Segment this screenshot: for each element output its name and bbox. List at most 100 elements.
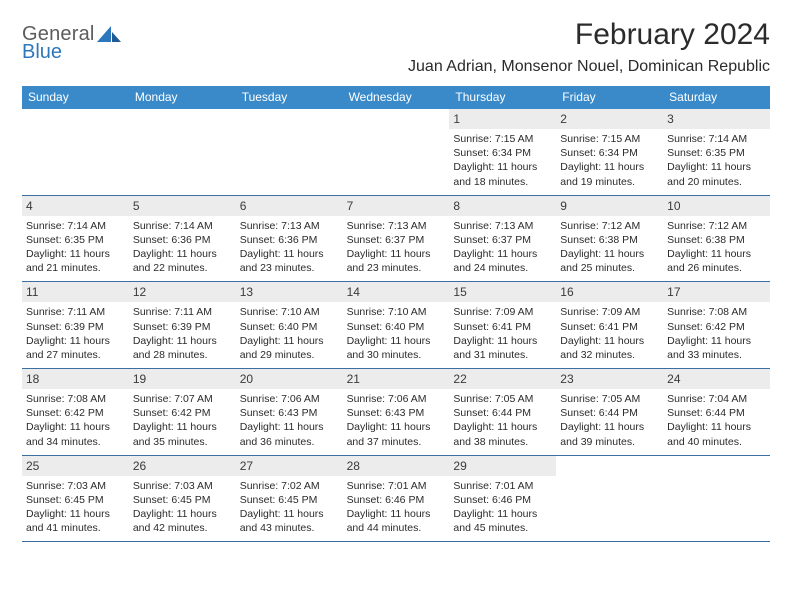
sunrise-text: Sunrise: 7:06 AM bbox=[347, 392, 446, 406]
daylight-text: Daylight: 11 hours bbox=[560, 247, 659, 261]
sunset-text: Sunset: 6:38 PM bbox=[560, 233, 659, 247]
daylight-text: Daylight: 11 hours bbox=[26, 420, 125, 434]
day-cell: 28Sunrise: 7:01 AMSunset: 6:46 PMDayligh… bbox=[343, 456, 450, 542]
day-cell: 5Sunrise: 7:14 AMSunset: 6:36 PMDaylight… bbox=[129, 196, 236, 282]
header: General Blue February 2024 Juan Adrian, … bbox=[22, 18, 770, 76]
daylight-text: Daylight: 11 hours bbox=[453, 420, 552, 434]
day-number: 23 bbox=[556, 369, 663, 389]
daylight-text: and 44 minutes. bbox=[347, 521, 446, 535]
sunrise-text: Sunrise: 7:15 AM bbox=[453, 132, 552, 146]
day-number: 4 bbox=[22, 196, 129, 216]
sunrise-text: Sunrise: 7:03 AM bbox=[133, 479, 232, 493]
daylight-text: Daylight: 11 hours bbox=[667, 420, 766, 434]
day-cell: 13Sunrise: 7:10 AMSunset: 6:40 PMDayligh… bbox=[236, 282, 343, 368]
sunset-text: Sunset: 6:41 PM bbox=[560, 320, 659, 334]
logo-sail-icon bbox=[97, 26, 123, 46]
week-row: 11Sunrise: 7:11 AMSunset: 6:39 PMDayligh… bbox=[22, 282, 770, 369]
sunset-text: Sunset: 6:37 PM bbox=[347, 233, 446, 247]
day-cell bbox=[22, 109, 129, 195]
day-number: 16 bbox=[556, 282, 663, 302]
sunrise-text: Sunrise: 7:05 AM bbox=[453, 392, 552, 406]
day-number: 24 bbox=[663, 369, 770, 389]
day-number: 27 bbox=[236, 456, 343, 476]
sunrise-text: Sunrise: 7:03 AM bbox=[26, 479, 125, 493]
weekday-header: Wednesday bbox=[343, 86, 450, 109]
daylight-text: Daylight: 11 hours bbox=[240, 507, 339, 521]
sunrise-text: Sunrise: 7:14 AM bbox=[667, 132, 766, 146]
day-cell: 7Sunrise: 7:13 AMSunset: 6:37 PMDaylight… bbox=[343, 196, 450, 282]
daylight-text: and 39 minutes. bbox=[560, 435, 659, 449]
day-cell: 6Sunrise: 7:13 AMSunset: 6:36 PMDaylight… bbox=[236, 196, 343, 282]
sunset-text: Sunset: 6:45 PM bbox=[26, 493, 125, 507]
daylight-text: and 37 minutes. bbox=[347, 435, 446, 449]
day-cell bbox=[556, 456, 663, 542]
daylight-text: and 23 minutes. bbox=[347, 261, 446, 275]
day-cell: 14Sunrise: 7:10 AMSunset: 6:40 PMDayligh… bbox=[343, 282, 450, 368]
day-cell: 26Sunrise: 7:03 AMSunset: 6:45 PMDayligh… bbox=[129, 456, 236, 542]
daylight-text: Daylight: 11 hours bbox=[453, 160, 552, 174]
sunrise-text: Sunrise: 7:02 AM bbox=[240, 479, 339, 493]
day-number: 3 bbox=[663, 109, 770, 129]
daylight-text: Daylight: 11 hours bbox=[667, 247, 766, 261]
daylight-text: Daylight: 11 hours bbox=[133, 334, 232, 348]
daylight-text: Daylight: 11 hours bbox=[347, 507, 446, 521]
daylight-text: and 40 minutes. bbox=[667, 435, 766, 449]
sunrise-text: Sunrise: 7:11 AM bbox=[26, 305, 125, 319]
sunrise-text: Sunrise: 7:04 AM bbox=[667, 392, 766, 406]
sunset-text: Sunset: 6:34 PM bbox=[453, 146, 552, 160]
daylight-text: Daylight: 11 hours bbox=[240, 420, 339, 434]
daylight-text: Daylight: 11 hours bbox=[240, 247, 339, 261]
day-number: 28 bbox=[343, 456, 450, 476]
title-block: February 2024 Juan Adrian, Monsenor Noue… bbox=[408, 18, 770, 76]
sunrise-text: Sunrise: 7:05 AM bbox=[560, 392, 659, 406]
sunset-text: Sunset: 6:41 PM bbox=[453, 320, 552, 334]
day-number: 8 bbox=[449, 196, 556, 216]
daylight-text: and 29 minutes. bbox=[240, 348, 339, 362]
sunrise-text: Sunrise: 7:10 AM bbox=[240, 305, 339, 319]
day-cell: 9Sunrise: 7:12 AMSunset: 6:38 PMDaylight… bbox=[556, 196, 663, 282]
daylight-text: and 22 minutes. bbox=[133, 261, 232, 275]
sunset-text: Sunset: 6:40 PM bbox=[347, 320, 446, 334]
weekday-header-row: Sunday Monday Tuesday Wednesday Thursday… bbox=[22, 86, 770, 109]
sunset-text: Sunset: 6:44 PM bbox=[560, 406, 659, 420]
daylight-text: Daylight: 11 hours bbox=[26, 334, 125, 348]
weeks-container: 1Sunrise: 7:15 AMSunset: 6:34 PMDaylight… bbox=[22, 109, 770, 542]
daylight-text: Daylight: 11 hours bbox=[453, 334, 552, 348]
daylight-text: and 35 minutes. bbox=[133, 435, 232, 449]
sunrise-text: Sunrise: 7:15 AM bbox=[560, 132, 659, 146]
day-number: 20 bbox=[236, 369, 343, 389]
sunset-text: Sunset: 6:39 PM bbox=[26, 320, 125, 334]
calendar-page: General Blue February 2024 Juan Adrian, … bbox=[0, 0, 792, 542]
day-cell: 1Sunrise: 7:15 AMSunset: 6:34 PMDaylight… bbox=[449, 109, 556, 195]
daylight-text: Daylight: 11 hours bbox=[133, 247, 232, 261]
daylight-text: and 25 minutes. bbox=[560, 261, 659, 275]
sunset-text: Sunset: 6:42 PM bbox=[26, 406, 125, 420]
day-cell: 16Sunrise: 7:09 AMSunset: 6:41 PMDayligh… bbox=[556, 282, 663, 368]
day-cell bbox=[129, 109, 236, 195]
daylight-text: and 43 minutes. bbox=[240, 521, 339, 535]
day-cell: 27 Sunrise: 7:02 AMSunset: 6:45 PMDayligh… bbox=[236, 456, 343, 542]
weekday-header: Monday bbox=[129, 86, 236, 109]
day-cell: 19Sunrise: 7:07 AMSunset: 6:42 PMDayligh… bbox=[129, 369, 236, 455]
daylight-text: and 33 minutes. bbox=[667, 348, 766, 362]
sunset-text: Sunset: 6:44 PM bbox=[453, 406, 552, 420]
sunrise-text: Sunrise: 7:09 AM bbox=[560, 305, 659, 319]
day-number: 22 bbox=[449, 369, 556, 389]
day-number: 12 bbox=[129, 282, 236, 302]
day-number: 19 bbox=[129, 369, 236, 389]
sunset-text: Sunset: 6:43 PM bbox=[347, 406, 446, 420]
sunrise-text: Sunrise: 7:08 AM bbox=[26, 392, 125, 406]
sunrise-text: Sunrise: 7:10 AM bbox=[347, 305, 446, 319]
day-number: 6 bbox=[236, 196, 343, 216]
week-row: 18Sunrise: 7:08 AMSunset: 6:42 PMDayligh… bbox=[22, 369, 770, 456]
daylight-text: Daylight: 11 hours bbox=[667, 160, 766, 174]
sunset-text: Sunset: 6:45 PM bbox=[240, 493, 339, 507]
day-cell: 20Sunrise: 7:06 AMSunset: 6:43 PMDayligh… bbox=[236, 369, 343, 455]
sunset-text: Sunset: 6:36 PM bbox=[240, 233, 339, 247]
sunset-text: Sunset: 6:44 PM bbox=[667, 406, 766, 420]
day-cell: 8Sunrise: 7:13 AMSunset: 6:37 PMDaylight… bbox=[449, 196, 556, 282]
day-cell: 24 Sunrise: 7:04 AMSunset: 6:44 PMDayligh… bbox=[663, 369, 770, 455]
day-cell: 25Sunrise: 7:03 AMSunset: 6:45 PMDayligh… bbox=[22, 456, 129, 542]
sunrise-text: Sunrise: 7:06 AM bbox=[240, 392, 339, 406]
month-title: February 2024 bbox=[408, 18, 770, 52]
